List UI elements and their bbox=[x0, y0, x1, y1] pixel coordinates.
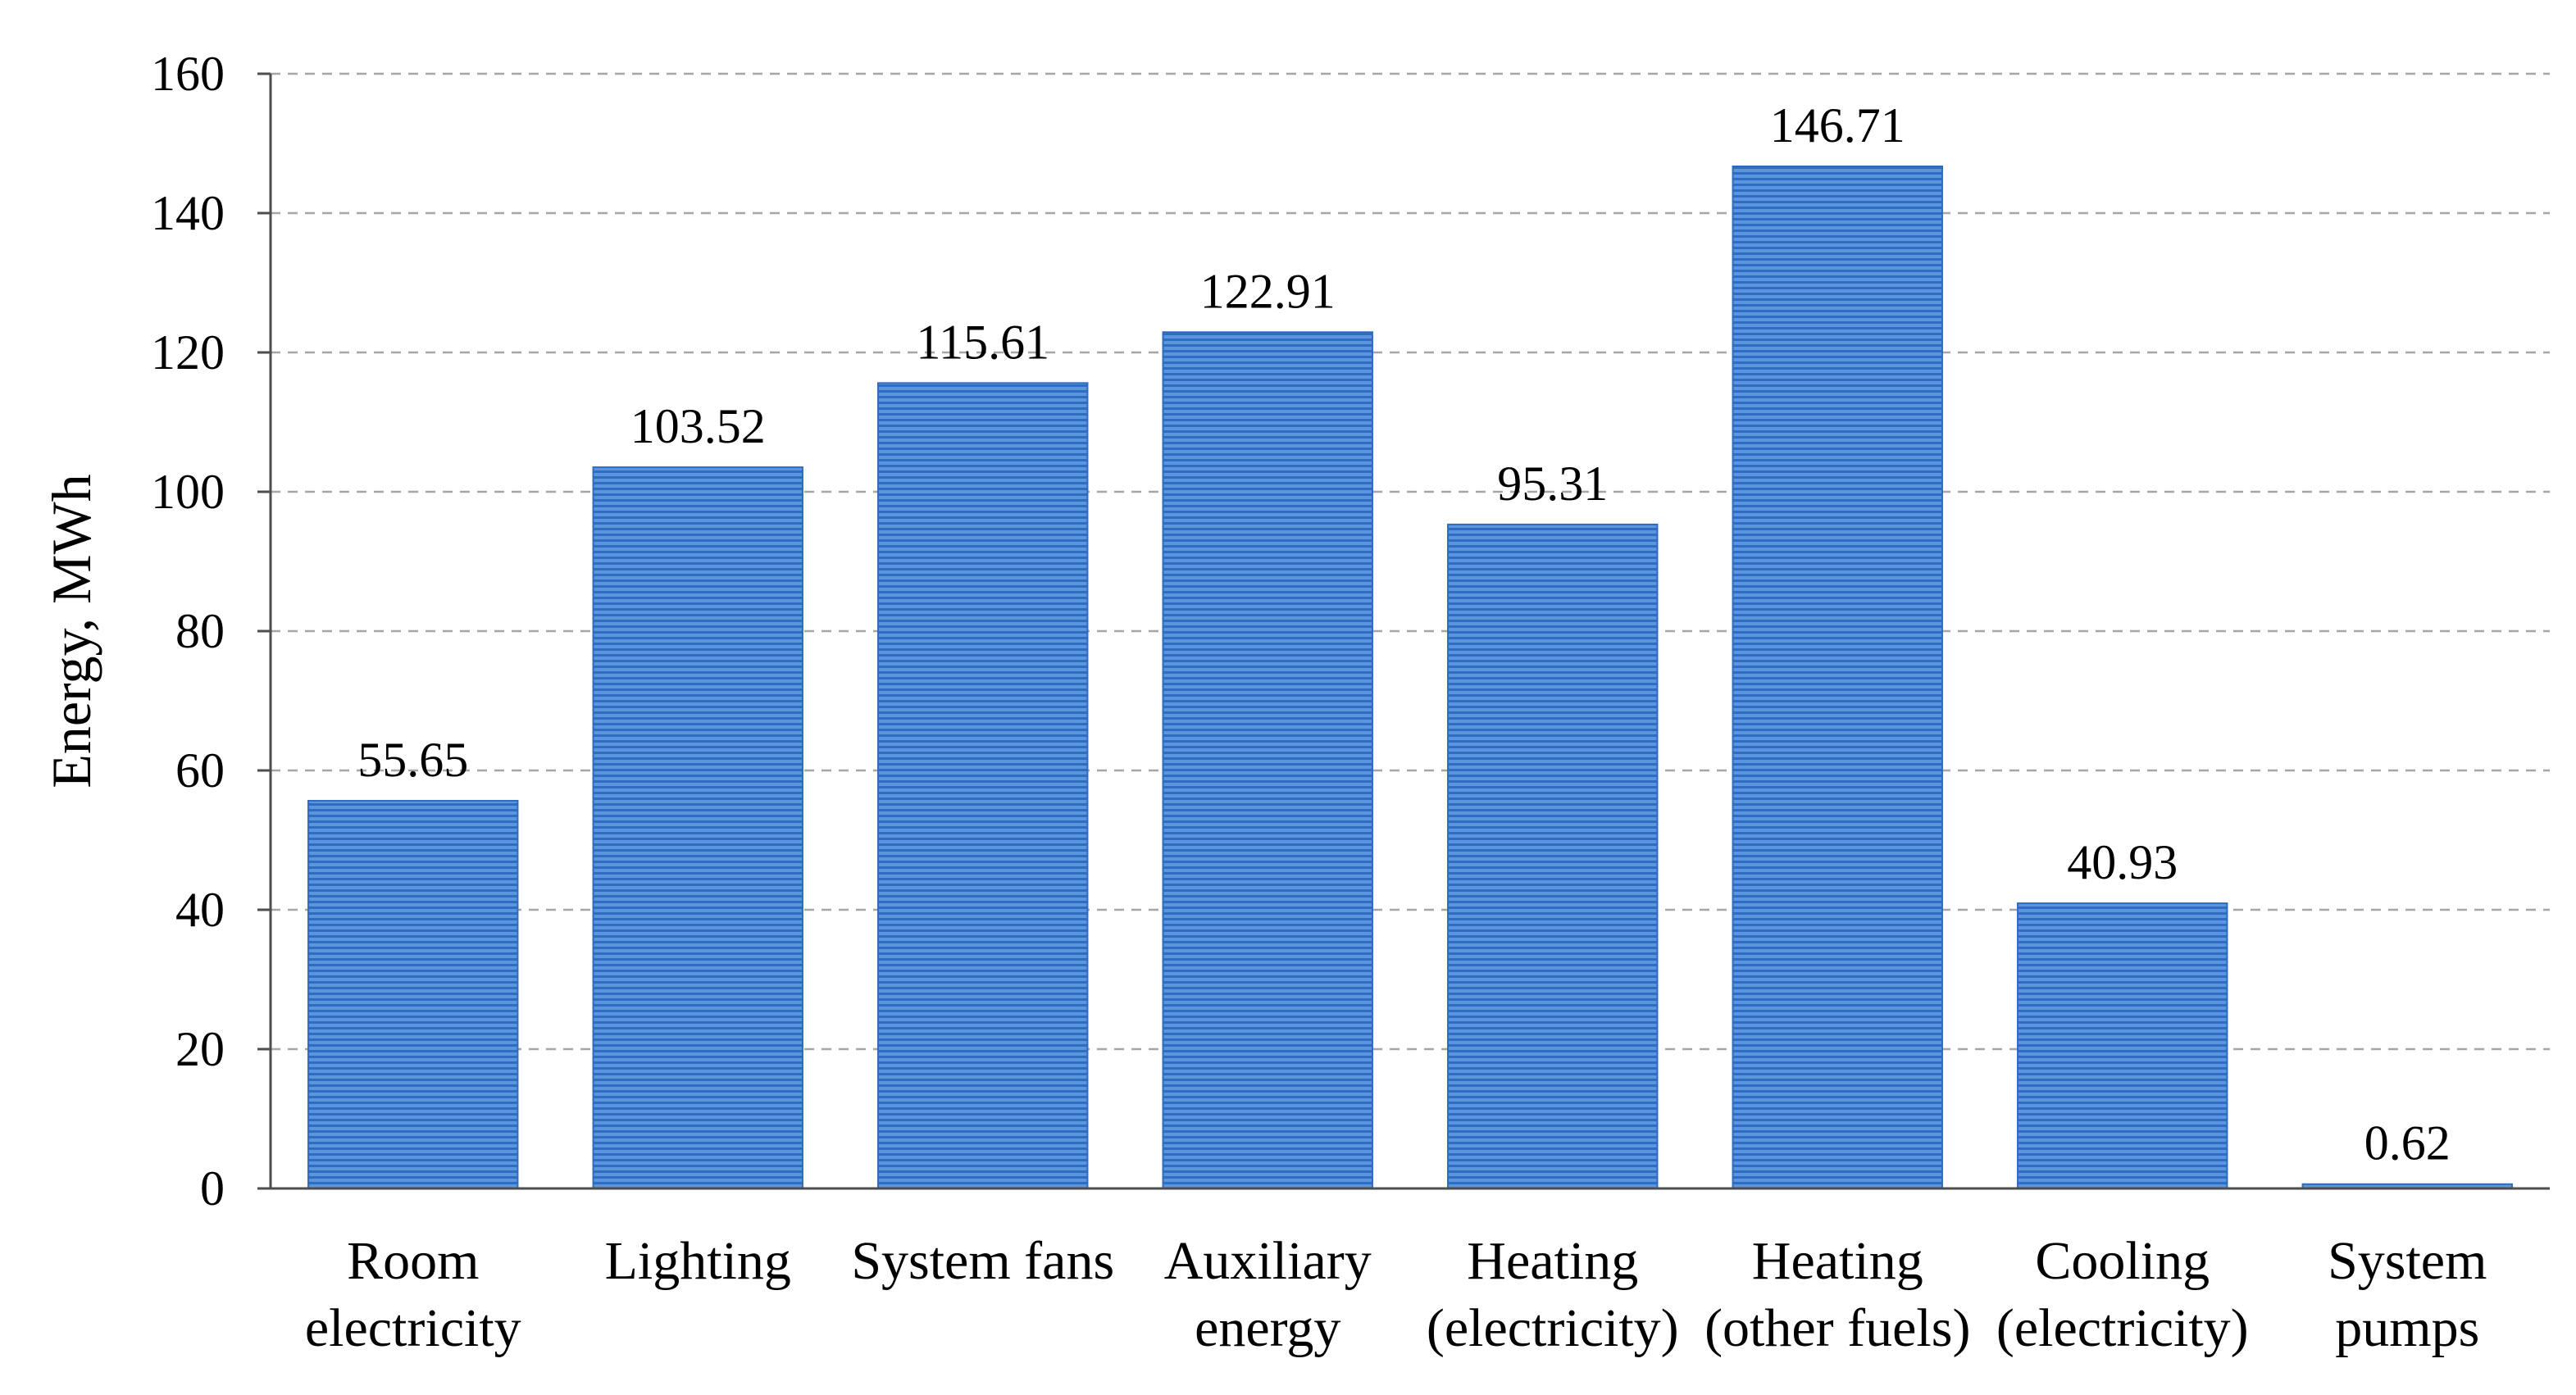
x-category-label: Cooling bbox=[2035, 1231, 2210, 1291]
x-category-label: pumps bbox=[2335, 1298, 2479, 1358]
y-tick-label: 40 bbox=[175, 883, 225, 937]
x-category-label: System fans bbox=[851, 1231, 1114, 1291]
bar bbox=[2017, 902, 2228, 1189]
y-tick-label: 60 bbox=[175, 743, 225, 797]
x-category-label: Heating bbox=[1467, 1231, 1638, 1291]
y-tick-label: 160 bbox=[151, 47, 225, 101]
y-tick-label: 20 bbox=[175, 1022, 225, 1076]
bar bbox=[877, 382, 1089, 1189]
data-label: 40.93 bbox=[2067, 835, 2178, 889]
x-category-label: Auxiliary bbox=[1164, 1231, 1372, 1291]
x-category-label: Heating bbox=[1752, 1231, 1923, 1291]
y-tick-label: 120 bbox=[151, 325, 225, 379]
y-tick-label: 140 bbox=[151, 186, 225, 240]
data-label: 122.91 bbox=[1200, 264, 1336, 318]
bar bbox=[1162, 331, 1373, 1189]
data-label: 95.31 bbox=[1497, 457, 1608, 511]
x-category-label: energy bbox=[1195, 1298, 1340, 1358]
y-tick-labels: 0 20 40 60 80 100 120 140 160 bbox=[151, 47, 225, 1216]
data-label: 55.65 bbox=[357, 733, 468, 787]
y-axis-title: Energy, MWh bbox=[40, 474, 102, 788]
x-category-label: Lighting bbox=[605, 1231, 791, 1291]
data-label: 0.62 bbox=[2364, 1116, 2451, 1170]
x-category-label: (other fuels) bbox=[1704, 1298, 1970, 1358]
bar bbox=[307, 799, 519, 1189]
x-category-label: (electricity) bbox=[1996, 1298, 2249, 1358]
x-category-label: (electricity) bbox=[1427, 1298, 1679, 1358]
bar bbox=[1732, 165, 1943, 1190]
y-tick-label: 0 bbox=[200, 1161, 225, 1216]
bars bbox=[307, 165, 2513, 1190]
data-label: 146.71 bbox=[1770, 98, 1905, 152]
x-category-label: electricity bbox=[305, 1298, 521, 1358]
axes bbox=[257, 72, 2550, 1190]
data-labels: 55.65 103.52 115.61 122.91 95.31 146.71 40.93 0… bbox=[357, 98, 2451, 1170]
data-label: 115.61 bbox=[916, 315, 1049, 369]
y-tick-label: 80 bbox=[175, 604, 225, 658]
x-category-label: System bbox=[2328, 1231, 2487, 1291]
category-labels: Room electricity Lighting System fans Auxili… bbox=[305, 1231, 2487, 1358]
bar bbox=[592, 466, 803, 1189]
bar bbox=[1447, 523, 1659, 1189]
x-category-label: Room bbox=[347, 1231, 479, 1291]
y-tick-label: 100 bbox=[151, 465, 225, 519]
data-label: 103.52 bbox=[630, 399, 766, 453]
